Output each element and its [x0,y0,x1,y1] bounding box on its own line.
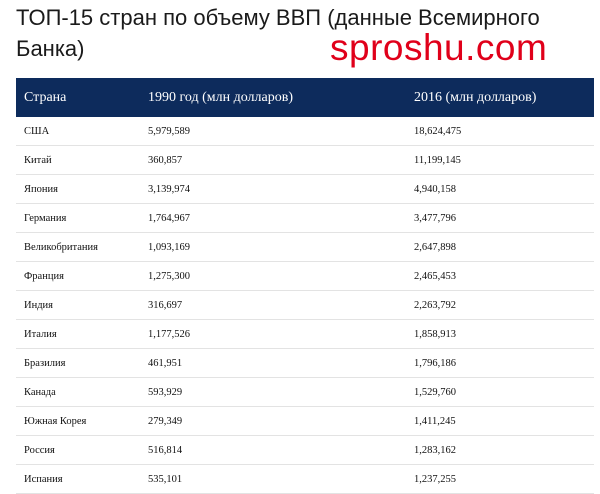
cell-country: Франция [24,270,64,282]
table-row: Россия 516,814 1,283,162 [16,436,594,465]
cell-2016: 1,529,760 [414,386,456,398]
cell-1990: 535,101 [148,473,183,485]
table-row: Испания 535,101 1,237,255 [16,465,594,494]
cell-2016: 1,411,245 [414,415,456,427]
table-row: США 5,979,589 18,624,475 [16,117,594,146]
cell-1990: 1,764,967 [148,212,190,224]
table-body: США 5,979,589 18,624,475 Китай 360,857 11,199… [16,117,594,494]
cell-2016: 2,263,792 [414,299,456,311]
cell-2016: 2,647,898 [414,241,456,253]
cell-2016: 1,858,913 [414,328,456,340]
table-row: Франция 1,275,300 2,465,453 [16,262,594,291]
cell-1990: 1,177,526 [148,328,190,340]
cell-country: Япония [24,183,58,195]
cell-1990: 3,139,974 [148,183,190,195]
cell-2016: 18,624,475 [414,125,462,137]
cell-1990: 279,349 [148,415,183,427]
cell-2016: 1,283,162 [414,444,456,456]
cell-1990: 516,814 [148,444,183,456]
cell-1990: 1,275,300 [148,270,190,282]
table-row: Италия 1,177,526 1,858,913 [16,320,594,349]
cell-country: Великобритания [24,241,98,253]
gdp-table: Страна 1990 год (млн долларов) 2016 (млн… [16,78,594,494]
cell-1990: 360,857 [148,154,183,166]
cell-2016: 4,940,158 [414,183,456,195]
cell-country: Индия [24,299,53,311]
cell-country: Китай [24,154,52,166]
header-1990: 1990 год (млн долларов) [148,89,294,105]
cell-1990: 461,951 [148,357,183,369]
cell-2016: 11,199,145 [414,154,461,166]
cell-country: Бразилия [24,357,66,369]
cell-country: Испания [24,473,63,485]
cell-country: Россия [24,444,55,456]
header-2016: 2016 (млн долларов) [414,89,537,105]
cell-1990: 1,093,169 [148,241,190,253]
header-country: Страна [24,89,67,105]
cell-country: США [24,125,50,137]
cell-country: Италия [24,328,57,340]
cell-country: Германия [24,212,67,224]
table-row: Германия 1,764,967 3,477,796 [16,204,594,233]
cell-country: Южная Корея [24,415,87,427]
cell-1990: 316,697 [148,299,183,311]
cell-2016: 2,465,453 [414,270,456,282]
table-row: Великобритания 1,093,169 2,647,898 [16,233,594,262]
watermark-text: sproshu.com [330,27,548,68]
cell-2016: 1,796,186 [414,357,456,369]
cell-2016: 1,237,255 [414,473,456,485]
page-title: ТОП-15 стран по объему ВВП (данные Всеми… [16,5,540,61]
table-row: Южная Корея 279,349 1,411,245 [16,407,594,436]
table-header: Страна 1990 год (млн долларов) 2016 (млн… [16,78,594,117]
cell-1990: 5,979,589 [148,125,190,137]
table-row: Бразилия 461,951 1,796,186 [16,349,594,378]
table-row: Канада 593,929 1,529,760 [16,378,594,407]
table-row: Япония 3,139,974 4,940,158 [16,175,594,204]
table-row: Индия 316,697 2,263,792 [16,291,594,320]
cell-2016: 3,477,796 [414,212,456,224]
cell-1990: 593,929 [148,386,183,398]
table-row: Китай 360,857 11,199,145 [16,146,594,175]
cell-country: Канада [24,386,56,398]
